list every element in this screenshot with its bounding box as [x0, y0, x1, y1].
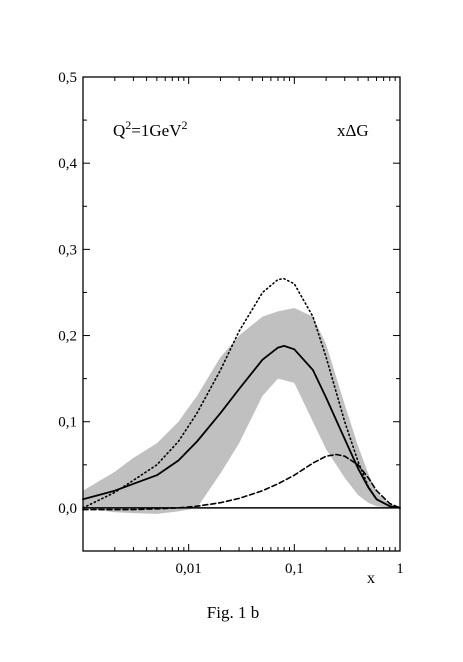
figure-caption: Fig. 1 b: [207, 603, 259, 622]
x-tick-label: 1: [396, 561, 404, 577]
x-tick-label: 0,01: [176, 561, 202, 577]
uncertainty-band-layer: [83, 308, 400, 514]
plot-area: 0,01 0,1 1 0,0 0,1 0,2 0,3 0,4 0,5: [58, 70, 404, 577]
x-tick-label: 0,1: [285, 561, 304, 577]
y-tick-label: 0,1: [58, 415, 77, 431]
solid-series-line: [82, 344, 401, 509]
x-axis-label: x: [367, 570, 375, 587]
y-tick-label: 0,0: [58, 501, 77, 517]
y-tick-label: 0,3: [58, 242, 77, 258]
plot-frame: [82, 76, 401, 552]
dotted-series-line: [82, 277, 401, 509]
tick-labels-layer: 0,01 0,1 1 0,0 0,1 0,2 0,3 0,4 0,5: [58, 70, 404, 577]
scale-annotation: Q2=1GeV2: [113, 118, 187, 140]
quantity-annotation: xΔG: [337, 121, 369, 140]
y-tick-label: 0,5: [58, 70, 77, 86]
y-tick-label: 0,2: [58, 329, 77, 345]
ticks-layer: [82, 76, 401, 552]
uncertainty-band: [83, 308, 400, 514]
y-tick-label: 0,4: [58, 156, 77, 172]
